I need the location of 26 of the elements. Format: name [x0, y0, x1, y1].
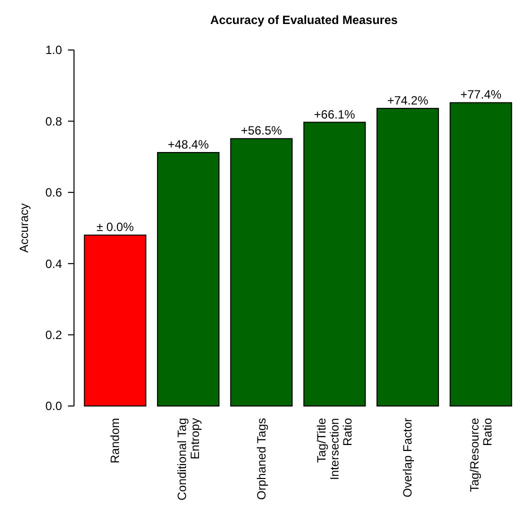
annotation: +74.2% [387, 93, 429, 108]
y-tick-label: 0.6 [45, 186, 62, 200]
y-tick-label: 0.4 [45, 256, 62, 271]
bar [450, 102, 512, 406]
x-tick-label: Tag/Title Intersection Ratio [314, 418, 355, 480]
bar [303, 122, 366, 406]
bar [230, 138, 293, 406]
chart-title: Accuracy of Evaluated Measures [210, 13, 398, 27]
x-tick-label: Random [108, 418, 122, 464]
y-axis-title: Accuracy [17, 203, 31, 253]
bar [376, 108, 439, 406]
x-tick-label: Orphaned Tags [254, 418, 268, 500]
annotation: +56.5% [240, 124, 282, 138]
x-tick-label: Tag/Resource Ratio [467, 418, 494, 492]
annotation: +77.4% [460, 88, 502, 102]
annotation: +48.4% [168, 138, 210, 152]
y-tick-label: 0.0 [45, 399, 62, 414]
annotation: +66.1% [314, 107, 356, 122]
annotation: ± 0.0% [96, 220, 134, 234]
bar [84, 234, 146, 406]
x-tick-label: Conditional Tag Entropy [174, 418, 202, 501]
x-tick-label: Overlap Factor [400, 418, 415, 498]
y-tick-label: 0.2 [45, 328, 62, 342]
y-tick-label: 1.0 [45, 43, 62, 58]
y-tick-label: 0.8 [45, 114, 62, 128]
bar [157, 152, 220, 406]
